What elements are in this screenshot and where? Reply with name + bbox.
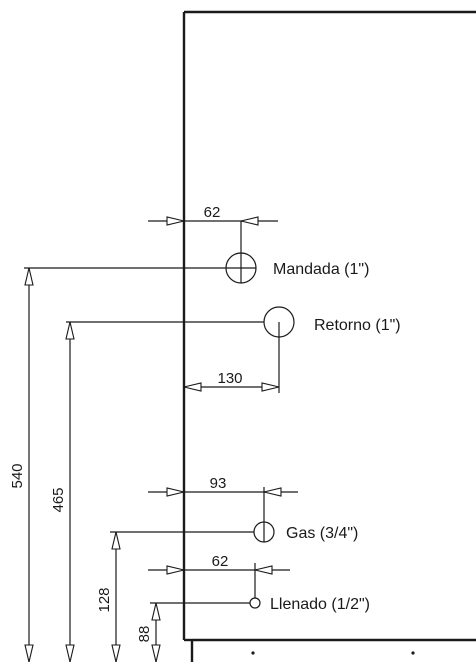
dim-93-text: 93 [210,475,227,492]
dim-130-text: 130 [217,370,242,387]
dim-62-top-text: 62 [204,204,221,221]
dim-540: 540 [9,267,34,662]
gas-connection: Gas (3/4") [110,487,358,543]
dim-465: 465 [50,321,75,662]
dim-62-top: 62 [148,204,278,226]
boiler-outline [182,10,476,662]
dim-88-text: 88 [136,626,153,643]
dim-540-text: 540 [9,463,26,488]
mandada-connection: Mandada (1") [24,221,369,284]
llenado-label: Llenado (1/2") [270,596,370,613]
mandada-label: Mandada (1") [273,261,369,278]
llenado-connection: Llenado (1/2") [150,563,370,613]
dim-130: 130 [183,370,280,392]
dim-465-text: 465 [50,487,67,512]
dim-93: 93 [148,475,298,497]
dim-62-bottom-text: 62 [212,553,229,570]
dim-128-text: 128 [96,587,113,612]
gas-label: Gas (3/4") [286,525,358,542]
dim-128: 128 [96,531,121,662]
dim-88: 88 [136,602,161,662]
retorno-label: Retorno (1") [314,317,401,334]
retorno-connection: Retorno (1") [66,306,401,393]
dim-62-bottom: 62 [148,553,290,575]
